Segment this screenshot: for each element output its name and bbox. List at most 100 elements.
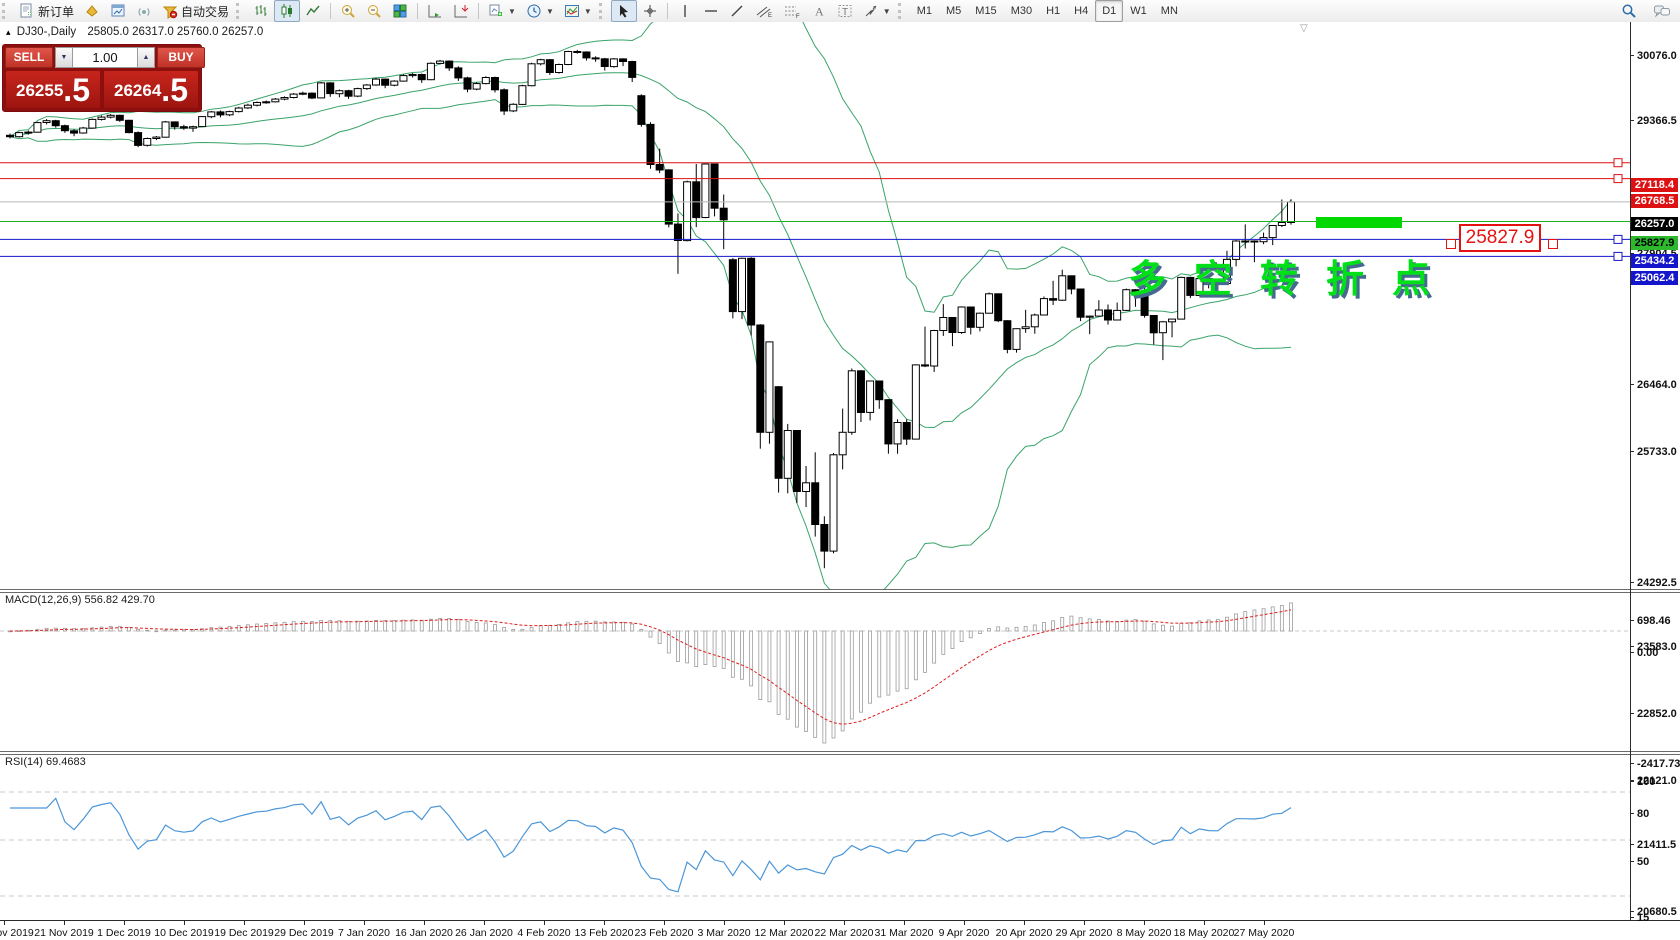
buy-price-int: 26264	[114, 81, 162, 100]
date-tick-label: 20 Apr 2020	[995, 927, 1053, 939]
toolbar: 新订单 自动交易	[0, 0, 1680, 23]
date-tick	[64, 921, 65, 925]
chart-canvas[interactable]	[0, 22, 1630, 920]
candlestick-chart-button[interactable]	[274, 0, 301, 22]
chart-shift-marker-icon[interactable]: ▽	[1300, 23, 1308, 34]
vertical-line-tool[interactable]	[672, 0, 698, 22]
text-tool[interactable]: A	[806, 0, 832, 22]
bollinger-upper-band	[9, 22, 1292, 313]
new-chart-icon	[489, 4, 503, 16]
chart-profile-button[interactable]	[79, 0, 105, 22]
toolbar-grip[interactable]	[236, 3, 244, 19]
date-tick	[844, 921, 845, 925]
macd-histogram	[8, 602, 1293, 744]
date-tick-label: 12 Mar 2020	[754, 927, 814, 939]
new-order-button[interactable]: 新订单	[14, 0, 79, 22]
price-tick-label: 22121.0	[1630, 775, 1680, 787]
svg-text:E: E	[768, 13, 772, 19]
timeframe-button-m1[interactable]: M1	[916, 5, 932, 17]
new-chart-button[interactable]: ▼	[483, 0, 521, 22]
toolbar-grip[interactable]	[2, 3, 10, 19]
search-button[interactable]	[1616, 0, 1642, 22]
macd-signal-line	[9, 609, 1292, 725]
buy-price-panel[interactable]: 26264 .5	[103, 70, 199, 109]
chart-shift-button[interactable]	[448, 0, 474, 22]
timeframe-button-w1[interactable]: W1	[1130, 5, 1147, 17]
date-tick-label: 29 Dec 2019	[274, 927, 334, 939]
autotrading-icon	[162, 6, 178, 19]
toolbar-grip[interactable]	[897, 3, 906, 19]
date-tick-label: 7 Jan 2020	[338, 927, 390, 939]
trendline-tool[interactable]	[724, 0, 750, 22]
volume-increase-button[interactable]: ▲	[137, 47, 155, 68]
horizontal-line-tool[interactable]	[698, 0, 724, 22]
market-watch-button[interactable]	[105, 0, 131, 22]
timeframe-button-h1[interactable]: H1	[1046, 5, 1061, 17]
price-tick-label: 21411.5	[1630, 839, 1680, 851]
volume-decrease-button[interactable]: ▼	[55, 47, 73, 68]
timeframe-button-d1[interactable]: D1	[1095, 0, 1124, 22]
bar-chart-button[interactable]	[248, 0, 274, 22]
pane-divider[interactable]	[0, 751, 1680, 755]
timeframe-button-m5[interactable]: M5	[946, 5, 962, 17]
tile-windows-icon	[393, 4, 407, 18]
arrows-tool[interactable]: ▼	[858, 0, 896, 22]
fibonacci-tool[interactable]: F	[778, 0, 806, 22]
crosshair-tool-button[interactable]	[637, 0, 663, 22]
chat-button[interactable]	[1648, 0, 1676, 22]
price-tick-label: 15	[1630, 912, 1680, 924]
date-tick	[964, 921, 965, 925]
zoom-out-button[interactable]	[361, 0, 387, 22]
date-tick-label: 16 Jan 2020	[395, 927, 453, 939]
date-tick	[364, 921, 365, 925]
date-tick	[724, 921, 725, 925]
chat-bubbles-icon	[1654, 5, 1670, 18]
date-tick-label: 27 May 2020	[1233, 927, 1295, 939]
price-tick-label: 29366.5	[1630, 115, 1680, 127]
callout-anchor-marker[interactable]	[1548, 239, 1558, 249]
tile-windows-button[interactable]	[387, 0, 413, 22]
callout-anchor-marker[interactable]	[1446, 239, 1456, 249]
price-tick-label: 30076.0	[1630, 50, 1680, 62]
periods-button[interactable]: ▼	[521, 0, 559, 22]
svg-text:T: T	[842, 7, 848, 18]
one-click-trading-panel: SELL ▼ ▲ BUY 26255 .5 26264 .5	[2, 44, 205, 112]
vertical-line-icon	[684, 5, 686, 17]
price-callout-label[interactable]: 25827.9	[1459, 224, 1541, 252]
timeframe-button-mn[interactable]: MN	[1160, 5, 1178, 17]
pane-divider[interactable]	[0, 589, 1680, 593]
text-label-tool[interactable]: T	[832, 0, 858, 22]
dropdown-caret-icon: ▼	[508, 6, 516, 16]
auto-scroll-button[interactable]	[422, 0, 448, 22]
channel-tool[interactable]: E	[750, 0, 778, 22]
date-tick	[784, 921, 785, 925]
cursor-tool-button[interactable]	[610, 0, 637, 22]
svg-text:A: A	[815, 5, 824, 19]
price-scale[interactable]: 30076.029366.528635.527904.526464.025733…	[1630, 22, 1680, 924]
search-icon	[1622, 4, 1636, 18]
timeframe-button-m15[interactable]: M15	[975, 5, 997, 17]
bollinger-lower-band	[9, 99, 1292, 589]
date-tick-label: 1 Dec 2019	[97, 927, 151, 939]
timeframe-button-h4[interactable]: H4	[1074, 5, 1089, 17]
autotrading-button[interactable]: 自动交易	[157, 0, 234, 22]
chart-annotation-text[interactable]: 多空转折点	[1128, 259, 1459, 301]
toolbar-grip[interactable]	[598, 3, 607, 19]
sell-price-panel[interactable]: 26255 .5	[5, 70, 101, 109]
buy-button[interactable]: BUY	[157, 47, 205, 68]
line-chart-button[interactable]	[300, 0, 326, 22]
rsi-pane	[0, 791, 1630, 897]
date-tick-label: 4 Feb 2020	[517, 927, 571, 939]
date-tick-label: 23 Feb 2020	[634, 927, 694, 939]
signals-button[interactable]	[131, 0, 157, 22]
timeframe-button-m30[interactable]: M30	[1010, 5, 1033, 17]
zoom-in-icon	[342, 5, 355, 18]
sell-button[interactable]: SELL	[5, 47, 53, 68]
volume-input[interactable]	[73, 47, 137, 68]
zoom-in-button[interactable]	[335, 0, 361, 22]
price-tick-label: -2417.73	[1630, 758, 1680, 770]
indicators-icon	[564, 5, 579, 17]
date-tick	[304, 921, 305, 925]
indicators-button[interactable]: ▼	[559, 0, 597, 22]
